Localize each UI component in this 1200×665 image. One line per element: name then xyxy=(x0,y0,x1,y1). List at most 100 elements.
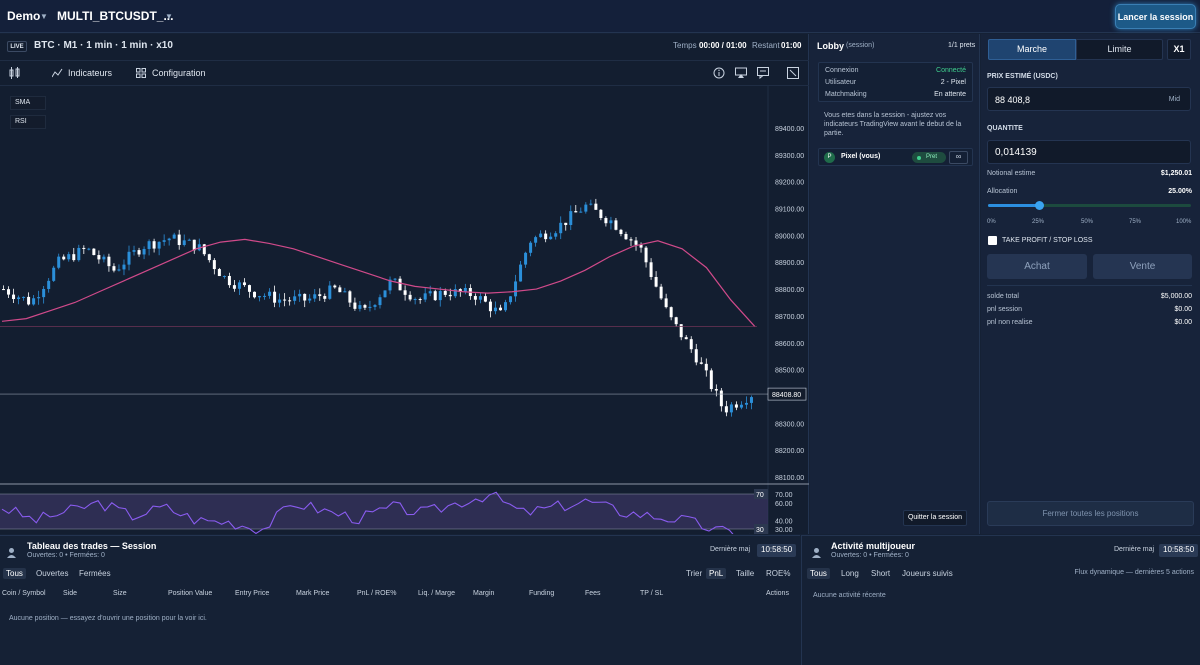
candle xyxy=(177,234,181,246)
candle xyxy=(303,293,307,301)
quantity-input[interactable]: 0,014139 xyxy=(987,140,1191,164)
candle xyxy=(37,297,41,299)
rsi-tick-label: 60.00 xyxy=(775,501,793,508)
configuration-button[interactable]: Configuration xyxy=(152,68,206,78)
tab-open[interactable]: Ouvertes xyxy=(36,569,69,578)
multiplier-button[interactable]: X1 xyxy=(1167,39,1191,60)
candle xyxy=(308,298,312,301)
account-selector[interactable]: Demo xyxy=(7,9,41,23)
lobby-ready-count: 1/1 prets xyxy=(948,42,976,49)
total-balance-value: $5,000.00 xyxy=(1160,293,1192,300)
info-icon[interactable] xyxy=(713,67,725,81)
chat-icon[interactable] xyxy=(757,67,769,81)
candle xyxy=(729,404,733,413)
symbol-selector[interactable]: MULTI_BTCUSDT_... xyxy=(57,9,174,23)
tab-all[interactable]: Tous xyxy=(807,568,830,579)
candle xyxy=(247,285,251,292)
tab-long[interactable]: Long xyxy=(841,569,859,578)
tab-all[interactable]: Tous xyxy=(3,568,26,579)
chevron-down-icon[interactable]: ▼ xyxy=(165,12,173,21)
candle-type-icon[interactable] xyxy=(9,67,20,81)
candle xyxy=(167,238,171,241)
candle xyxy=(574,211,578,213)
candle xyxy=(639,244,643,248)
sell-button[interactable]: Vente xyxy=(1093,254,1192,279)
price-tick-label: 88600.00 xyxy=(775,341,804,348)
connection-label: Connexion xyxy=(825,67,859,74)
candle xyxy=(22,296,26,298)
candle xyxy=(102,256,106,260)
fullscreen-icon[interactable] xyxy=(787,67,799,81)
column-header: Entry Price xyxy=(235,590,270,597)
price-tick-label: 88100.00 xyxy=(775,475,804,482)
candle xyxy=(734,404,738,408)
sma-study-label[interactable]: SMA xyxy=(10,96,46,110)
price-tick-label: 88800.00 xyxy=(775,287,804,294)
screen-icon[interactable] xyxy=(735,67,747,81)
candle xyxy=(268,291,272,296)
candle xyxy=(709,370,713,390)
rsi-study-label[interactable]: RSI xyxy=(10,115,46,129)
candle xyxy=(383,290,387,298)
market-tab[interactable]: Marche xyxy=(988,39,1076,60)
allocation-slider-handle[interactable] xyxy=(1034,201,1044,210)
status-dot-icon xyxy=(917,156,921,160)
column-header: Fees xyxy=(585,590,601,597)
candle xyxy=(634,240,638,245)
estimated-price-field[interactable]: 88 408,8 Mid xyxy=(987,87,1191,111)
candle xyxy=(614,220,618,230)
candle xyxy=(147,241,151,249)
candle xyxy=(584,204,588,212)
candle xyxy=(493,307,497,312)
column-header: PnL / ROE% xyxy=(357,590,397,597)
launch-session-button[interactable]: Lancer la session xyxy=(1115,4,1196,29)
sort-pnl[interactable]: PnL xyxy=(706,568,727,579)
candle xyxy=(443,290,447,295)
candle xyxy=(594,203,598,210)
sort-size[interactable]: Taille xyxy=(736,569,755,578)
price-tick-label: 89100.00 xyxy=(775,207,804,214)
candle xyxy=(569,211,573,226)
candle xyxy=(92,248,96,256)
activity-panel: Activité multijoueur Ouvertes: 0 • Fermé… xyxy=(801,535,1200,665)
buy-button[interactable]: Achat xyxy=(987,254,1087,279)
sort-label: Trier xyxy=(686,569,703,578)
candle xyxy=(519,264,523,282)
limit-tab[interactable]: Limite xyxy=(1076,39,1163,60)
price-chart[interactable]: 89400.00 89300.00 89200.00 89100.00 89000.00… xyxy=(0,86,809,534)
trades-subtitle: Ouvertes: 0 • Fermées: 0 xyxy=(27,552,105,559)
sort-roe[interactable]: ROE% xyxy=(766,569,791,578)
rsi-line xyxy=(1,491,750,534)
column-header: Coin / Symbol xyxy=(2,590,46,597)
sma-line xyxy=(1,238,756,328)
candle xyxy=(212,260,216,270)
chart-title: BTC · M1 · 1 min · 1 min · x10 xyxy=(34,40,173,51)
chevron-down-icon[interactable]: ▼ xyxy=(40,12,48,21)
tab-short[interactable]: Short xyxy=(871,569,891,578)
price-tick-label: 89200.00 xyxy=(775,180,804,187)
candle xyxy=(348,291,352,303)
candle xyxy=(749,397,753,403)
candle xyxy=(2,289,5,291)
candle xyxy=(278,299,282,303)
tpsl-checkbox[interactable] xyxy=(988,236,997,245)
candle xyxy=(599,209,603,219)
close-all-positions-button[interactable]: Fermer toutes les positions xyxy=(987,501,1194,526)
tab-closed[interactable]: Fermées xyxy=(79,569,111,578)
candle xyxy=(242,282,246,286)
candle xyxy=(704,363,708,371)
candle xyxy=(719,390,723,407)
tab-followed-players[interactable]: Joueurs suivis xyxy=(902,569,953,578)
total-balance-label: solde total xyxy=(987,293,1019,300)
indicators-button[interactable]: Indicateurs xyxy=(68,68,113,78)
quit-session-button[interactable]: Quitter la session xyxy=(903,510,967,526)
candle xyxy=(353,302,357,309)
candle xyxy=(87,248,91,250)
allocation-slider-track[interactable] xyxy=(988,201,1191,210)
candle xyxy=(463,287,467,293)
candle xyxy=(644,247,648,263)
activity-empty-message: Aucune activité récente xyxy=(813,592,886,599)
running-person-icon[interactable]: ∞ xyxy=(949,151,968,164)
column-header: Side xyxy=(63,590,78,597)
candle xyxy=(72,254,76,261)
